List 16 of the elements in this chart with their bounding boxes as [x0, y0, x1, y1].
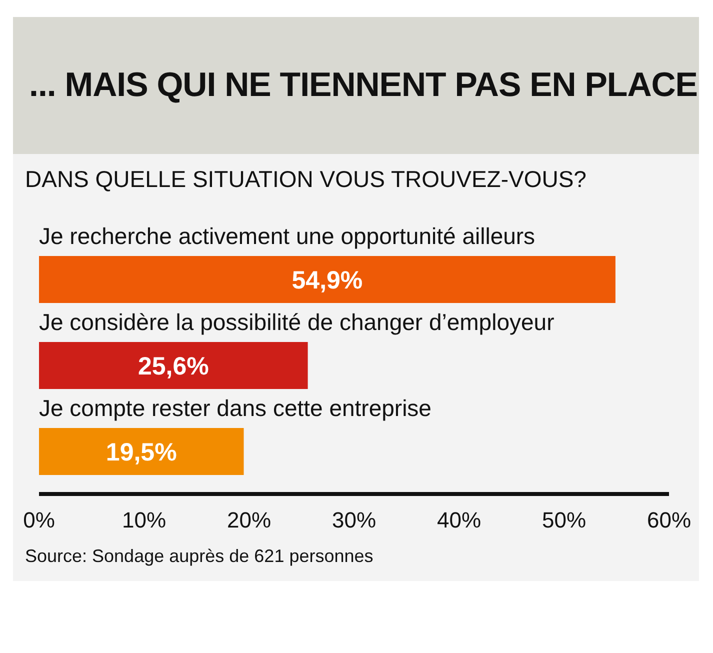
chart-subtitle: DANS QUELLE SITUATION VOUS TROUVEZ-VOUS? [24, 166, 588, 194]
x-tick-label: 0% [23, 508, 55, 533]
y-tick-label: Je recherche activement une opportunité ailleurs [39, 223, 536, 249]
data-label: 19,5% [106, 438, 177, 466]
source-note: Source: Sondage auprès de 621 personnes [24, 546, 374, 567]
data-label: 25,6% [138, 352, 209, 380]
x-tick-label: 20% [226, 508, 272, 533]
x-tick-label: 60% [646, 508, 692, 533]
y-tick-label: Je considère la possibilité de changer d’employeur [39, 309, 555, 335]
x-tick-label: 40% [436, 508, 482, 533]
x-tick-label: 50% [542, 508, 586, 533]
y-tick-label: Je compte rester dans cette entreprise [39, 395, 432, 421]
chart-title: ... MAIS QUI NE TIENNENT PAS EN PLACE [29, 66, 698, 105]
x-tick-label: 30% [332, 508, 376, 533]
x-tick-label: 10% [122, 508, 166, 533]
data-label: 54,9% [292, 266, 363, 294]
